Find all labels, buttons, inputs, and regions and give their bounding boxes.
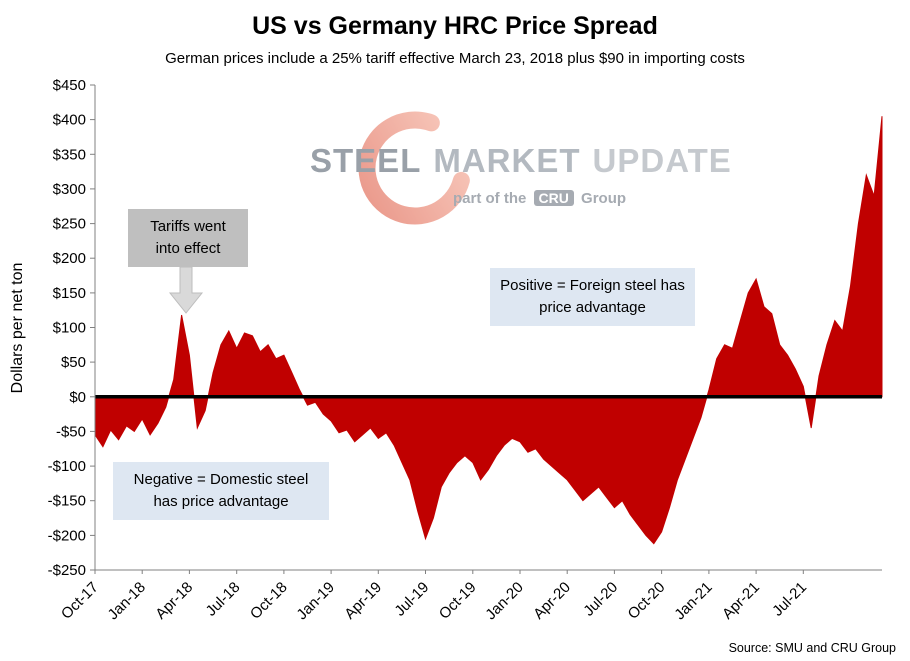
y-tick-label: $100: [53, 320, 86, 337]
watermark-subline: part of the CRU Group: [453, 190, 626, 207]
watermark-market: MARKET: [433, 142, 581, 179]
x-tick-label: Oct-17: [58, 579, 102, 623]
y-tick-label: $0: [69, 389, 86, 406]
watermark-steel: STEEL: [310, 142, 422, 179]
watermark-part-of: part of the: [453, 190, 527, 207]
x-tick-label: Jan-20: [482, 579, 526, 623]
x-tick-label: Jul-21: [769, 579, 810, 620]
x-tick-label: Oct-19: [436, 579, 480, 623]
cru-badge: CRU: [533, 190, 574, 206]
x-tick-label: Jul-18: [203, 579, 244, 620]
x-tick-label: Jan-19: [293, 579, 337, 623]
down-arrow-icon: [168, 267, 204, 314]
x-tick-label: Jul-19: [391, 579, 432, 620]
watermark-update: UPDATE: [592, 142, 732, 179]
x-tick-label: Apr-19: [341, 579, 385, 623]
chart-title: US vs Germany HRC Price Spread: [252, 12, 658, 40]
smu-crescent-icon: [358, 111, 472, 225]
x-tick-label: Jan-18: [105, 579, 149, 623]
x-tick-label: Jan-21: [671, 579, 715, 623]
down-arrow-shape: [168, 267, 204, 314]
price-spread-area: [94, 116, 883, 545]
source-note: Source: SMU and CRU Group: [728, 641, 896, 655]
chart-subtitle: German prices include a 25% tariff effec…: [165, 50, 745, 67]
y-tick-label: $450: [53, 77, 86, 94]
x-tick-label: Apr-20: [530, 579, 574, 623]
x-tick-label: Apr-21: [719, 579, 763, 623]
x-tick-label: Apr-18: [152, 579, 196, 623]
y-tick-label: -$50: [56, 423, 86, 440]
x-tick-label: Oct-18: [247, 579, 291, 623]
y-tick-label: -$200: [48, 527, 86, 544]
x-tick-label: Jul-20: [580, 579, 621, 620]
y-tick-label: $400: [53, 112, 86, 129]
y-tick-label: -$100: [48, 458, 86, 475]
y-tick-label: $250: [53, 216, 86, 233]
watermark-text: STEEL MARKET UPDATE: [310, 142, 732, 180]
y-tick-label: $150: [53, 285, 86, 302]
annotation-positive: Positive = Foreign steel has price advan…: [490, 268, 695, 326]
y-tick-label: $50: [61, 354, 86, 371]
y-tick-label: $200: [53, 250, 86, 267]
y-tick-label: $350: [53, 146, 86, 163]
y-tick-label: $300: [53, 181, 86, 198]
x-tick-label: Oct-20: [625, 579, 669, 623]
y-tick-label: -$150: [48, 493, 86, 510]
annotation-tariffs: Tariffs went into effect: [128, 209, 248, 267]
annotation-negative: Negative = Domestic steel has price adva…: [113, 462, 329, 520]
y-tick-label: -$250: [48, 562, 86, 579]
watermark: STEEL MARKET UPDATE part of the CRU Group: [295, 100, 731, 235]
watermark-group: Group: [581, 190, 627, 207]
y-axis-title: Dollars per net ton: [9, 263, 26, 394]
